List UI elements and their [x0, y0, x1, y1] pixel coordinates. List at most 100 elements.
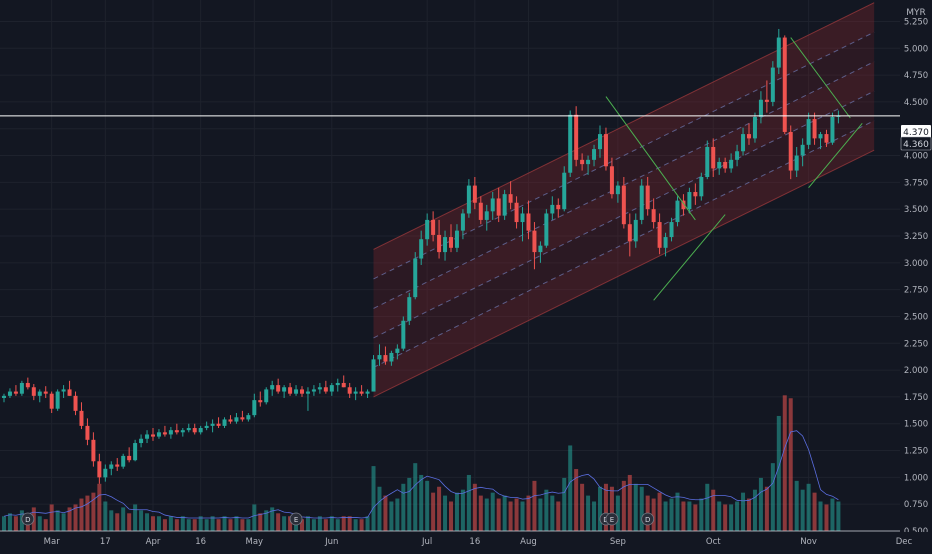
candle [79, 402, 84, 430]
volume-bar [532, 480, 537, 531]
candle-body [198, 428, 203, 433]
volume-bar [73, 504, 78, 531]
volume-bar [109, 510, 114, 531]
candle [443, 230, 448, 261]
volume-bar [639, 486, 644, 531]
candle-body [109, 464, 114, 469]
volume-bar [508, 501, 513, 531]
candle [735, 144, 740, 167]
candle-body [794, 155, 799, 171]
volume-bar [145, 513, 150, 531]
event-marker: E [605, 512, 619, 526]
candle [818, 131, 823, 150]
volume-bar [782, 395, 787, 531]
volume-bar [562, 477, 567, 531]
time-tick-label: Mar [44, 537, 61, 547]
volume-bar [705, 483, 710, 531]
volume-bar [764, 486, 769, 531]
volume-bar [401, 483, 406, 531]
candle [663, 232, 668, 257]
volume-bar [735, 501, 740, 531]
candle [454, 224, 459, 253]
volume-bar [478, 495, 483, 531]
volume-bar [79, 498, 84, 531]
candle [311, 385, 316, 396]
candle-body [371, 359, 376, 392]
candle [258, 391, 263, 407]
candle [49, 391, 54, 413]
volume-bar [407, 477, 412, 531]
volume-bar [496, 498, 501, 531]
volume-bar [151, 516, 155, 531]
candle-body [562, 172, 567, 210]
candle-body [162, 432, 167, 435]
candle [514, 196, 519, 229]
candle-body [699, 177, 704, 197]
candle [151, 428, 155, 441]
candle [246, 413, 251, 422]
candle-body [383, 355, 388, 362]
candle-body [300, 389, 304, 394]
candle-body [472, 185, 477, 203]
candle-body [490, 198, 495, 212]
volume-bar [347, 516, 352, 531]
time-tick-label: Sep [610, 537, 626, 547]
currency-label: MYR [906, 8, 926, 18]
price-tags: 4.370 4.360 [900, 125, 932, 151]
candle-body [812, 119, 817, 139]
time-tick-label: Dec [896, 537, 913, 547]
price-tick-label: 4.500 [904, 98, 928, 108]
price-axis[interactable]: MYR 0.5000.7501.0001.2501.5001.7502.0002… [900, 0, 932, 550]
candle-body [276, 385, 281, 392]
trendlines [605, 37, 863, 301]
candle [401, 316, 406, 351]
price-tick-label: 3.250 [904, 232, 928, 242]
candle [556, 198, 561, 218]
candle [13, 385, 18, 396]
volume-bar [121, 507, 126, 531]
event-marker-circle [605, 512, 619, 526]
candle [276, 378, 281, 394]
candle [127, 447, 132, 463]
candle [788, 125, 793, 180]
time-axis[interactable]: Mar 17 Apr 16 May Jun Jul 16 Aug Sep Oct Nov Dec [0, 530, 932, 550]
candle [109, 461, 114, 476]
candle-body [705, 146, 710, 177]
candle-body [627, 224, 632, 242]
volume-bar [270, 507, 275, 531]
event-marker-circle [641, 512, 655, 526]
candle-body [723, 161, 728, 169]
candle-body [735, 151, 740, 160]
volume-bar [800, 489, 805, 531]
candle-body [240, 417, 245, 420]
candle [502, 189, 507, 220]
volume-bar [574, 469, 579, 531]
candle [103, 464, 108, 482]
candle [210, 419, 215, 433]
candle [669, 217, 674, 242]
price-tick-label: 2.250 [904, 339, 928, 349]
secondary-price-label: 4.360 [903, 140, 929, 150]
candle-body [460, 213, 465, 231]
candle-body [729, 159, 734, 169]
volume-bar [514, 498, 519, 531]
candle [770, 61, 775, 107]
volume-bar [669, 498, 674, 531]
candle-body [651, 209, 656, 223]
time-tick-label: 16 [469, 537, 480, 547]
candle [723, 157, 728, 173]
candle [240, 410, 245, 422]
volume-bar [162, 519, 167, 531]
candle [270, 380, 275, 396]
volume-bar [431, 492, 436, 531]
volume-bar [812, 492, 817, 531]
candle-body [538, 245, 543, 253]
volume-bar [425, 480, 430, 531]
candle-body [752, 116, 757, 139]
candle-body [186, 428, 191, 431]
candle [693, 183, 698, 205]
event-marker-label: D [25, 516, 30, 524]
candle [836, 110, 841, 124]
